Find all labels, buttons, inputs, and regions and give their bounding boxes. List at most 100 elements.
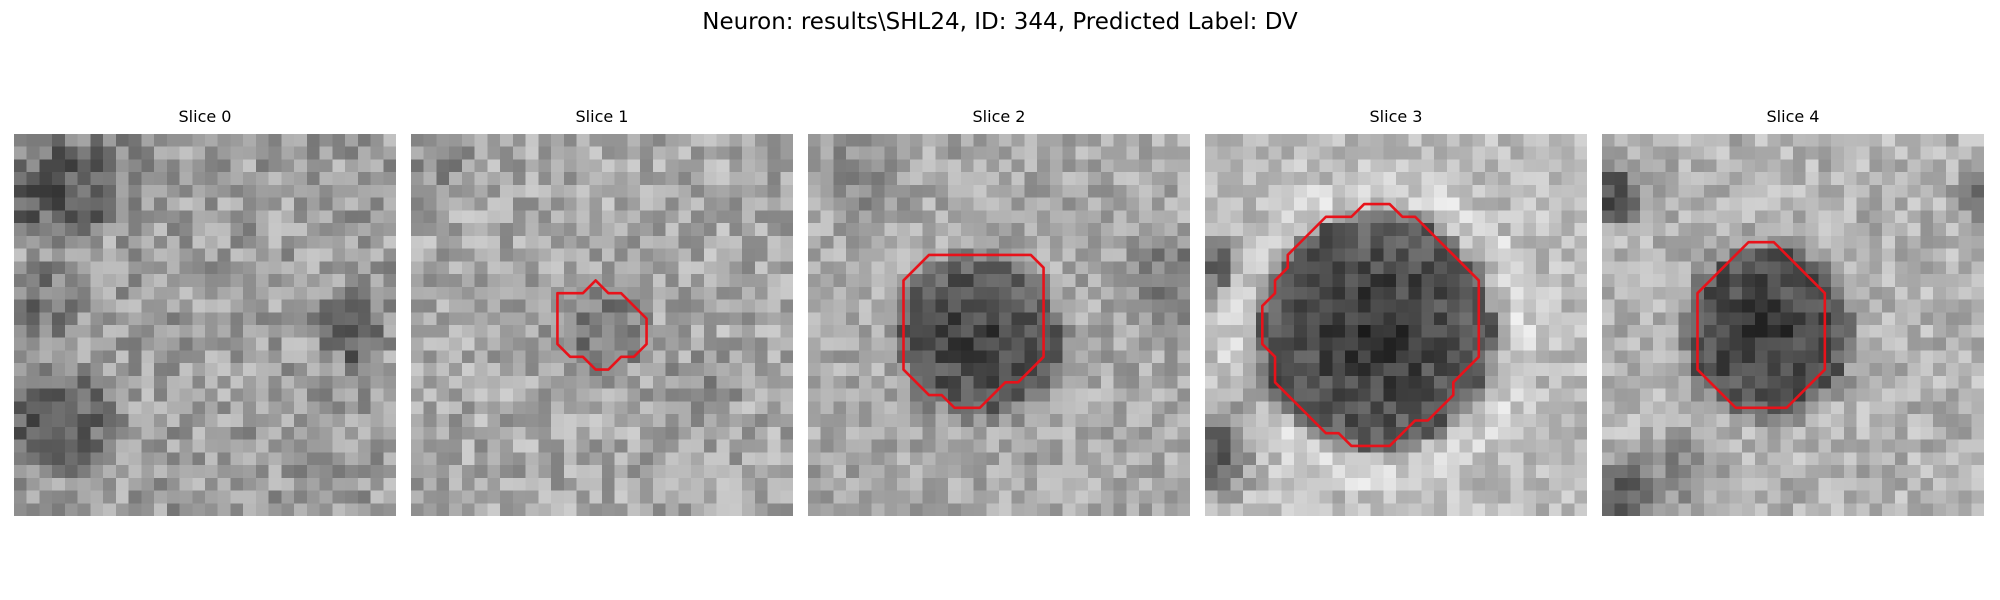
pixel — [1856, 261, 1870, 275]
pixel — [179, 134, 193, 148]
pixel — [1446, 134, 1461, 148]
pixel — [1729, 235, 1743, 250]
pixel — [1062, 172, 1076, 186]
pixel — [1548, 286, 1563, 301]
pixel — [205, 477, 219, 492]
pixel — [1408, 375, 1422, 390]
pixel — [948, 465, 962, 479]
pixel — [1319, 375, 1333, 390]
pixel — [77, 286, 91, 301]
pixel — [1446, 465, 1461, 479]
pixel — [716, 159, 730, 173]
pixel — [281, 210, 295, 224]
pixel — [652, 146, 667, 160]
pixel — [742, 172, 756, 186]
pixel — [1574, 223, 1587, 237]
pixel — [281, 337, 295, 351]
pixel — [833, 197, 847, 211]
pixel — [64, 299, 79, 313]
pixel — [1396, 248, 1410, 262]
pixel — [179, 312, 193, 326]
pixel — [1958, 235, 1972, 250]
pixel — [1691, 503, 1705, 516]
pixel — [742, 274, 756, 288]
pixel — [230, 312, 244, 326]
pixel — [1729, 261, 1743, 275]
pixel — [986, 452, 1000, 466]
pixel — [1357, 452, 1372, 466]
pixel — [973, 286, 987, 301]
pixel — [640, 388, 654, 402]
pixel — [1345, 337, 1359, 351]
pixel — [1958, 134, 1972, 148]
pixel — [1281, 337, 1295, 351]
pixel — [1472, 401, 1486, 415]
pixel — [1268, 299, 1282, 313]
pixel — [1805, 146, 1819, 160]
pixel — [1614, 452, 1628, 466]
pixel — [436, 439, 450, 453]
pixel — [1421, 286, 1435, 301]
pixel — [306, 490, 321, 504]
pixel — [1255, 223, 1270, 237]
pixel — [973, 337, 987, 351]
pixel — [1678, 184, 1692, 199]
pixel — [948, 197, 962, 211]
pixel — [345, 134, 359, 148]
pixel — [1472, 146, 1486, 160]
pixel — [767, 223, 781, 237]
pixel — [1907, 210, 1921, 224]
pixel — [602, 197, 616, 211]
pixel — [960, 159, 975, 173]
pixel — [423, 490, 437, 504]
pixel — [652, 363, 667, 377]
pixel — [1614, 261, 1628, 275]
pixel — [39, 286, 53, 301]
pixel — [767, 426, 781, 441]
pixel — [1243, 375, 1257, 390]
pixel — [1294, 223, 1308, 237]
pixel — [1729, 388, 1743, 402]
pixel — [370, 159, 384, 173]
pixel — [1151, 337, 1166, 351]
pixel — [1062, 325, 1076, 339]
pixel — [1217, 274, 1231, 288]
pixel — [1958, 172, 1972, 186]
pixel — [1230, 388, 1244, 402]
pixel — [90, 223, 104, 237]
pixel — [525, 426, 539, 441]
pixel — [14, 134, 28, 148]
pixel — [1920, 414, 1934, 428]
pixel — [1882, 172, 1896, 186]
pixel — [1075, 363, 1089, 377]
pixel — [1485, 439, 1499, 453]
pixel — [1485, 465, 1499, 479]
pixel — [640, 248, 654, 262]
pixel — [1434, 426, 1448, 441]
pixel — [1640, 312, 1654, 326]
pixel — [652, 325, 667, 339]
pixel — [449, 235, 463, 250]
pixel — [846, 388, 860, 402]
pixel — [551, 477, 565, 492]
pixel — [461, 490, 476, 504]
pixel — [90, 465, 104, 479]
pixel — [1614, 490, 1628, 504]
pixel — [1075, 184, 1089, 199]
pixel — [255, 414, 270, 428]
pixel — [1780, 134, 1794, 148]
pixel — [948, 503, 962, 516]
pixel — [179, 452, 193, 466]
pixel — [1319, 159, 1333, 173]
pixel — [986, 286, 1000, 301]
pixel — [1164, 299, 1178, 313]
pixel — [1306, 465, 1321, 479]
pixel — [1088, 363, 1102, 377]
pixel — [1485, 223, 1499, 237]
pixel — [103, 490, 117, 504]
pixel — [858, 146, 873, 160]
pixel — [1177, 325, 1190, 339]
pixel — [1510, 184, 1524, 199]
pixel — [1151, 401, 1166, 415]
pixel — [1818, 452, 1832, 466]
